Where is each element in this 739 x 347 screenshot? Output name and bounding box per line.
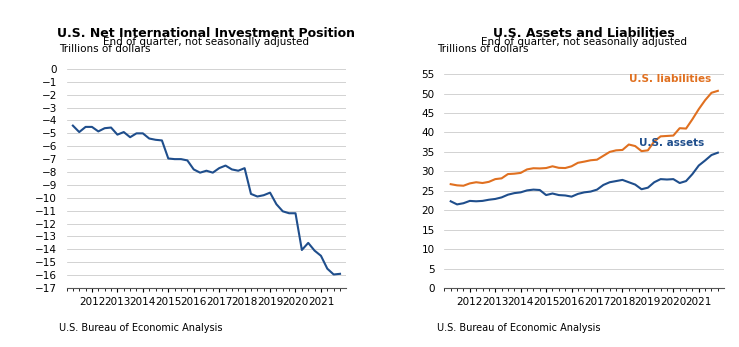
Text: End of quarter, not seasonally adjusted: End of quarter, not seasonally adjusted: [481, 37, 687, 47]
Title: U.S. Assets and Liabilities: U.S. Assets and Liabilities: [494, 27, 675, 41]
Title: U.S. Net International Investment Position: U.S. Net International Investment Positi…: [58, 27, 355, 41]
Text: Trillions of dollars: Trillions of dollars: [59, 44, 151, 54]
Text: U.S. assets: U.S. assets: [638, 138, 704, 148]
Text: U.S. Bureau of Economic Analysis: U.S. Bureau of Economic Analysis: [59, 323, 222, 333]
Text: U.S. Bureau of Economic Analysis: U.S. Bureau of Economic Analysis: [437, 323, 601, 333]
Text: U.S. liabilities: U.S. liabilities: [629, 74, 712, 84]
Text: End of quarter, not seasonally adjusted: End of quarter, not seasonally adjusted: [103, 37, 310, 47]
Text: Trillions of dollars: Trillions of dollars: [437, 44, 528, 54]
